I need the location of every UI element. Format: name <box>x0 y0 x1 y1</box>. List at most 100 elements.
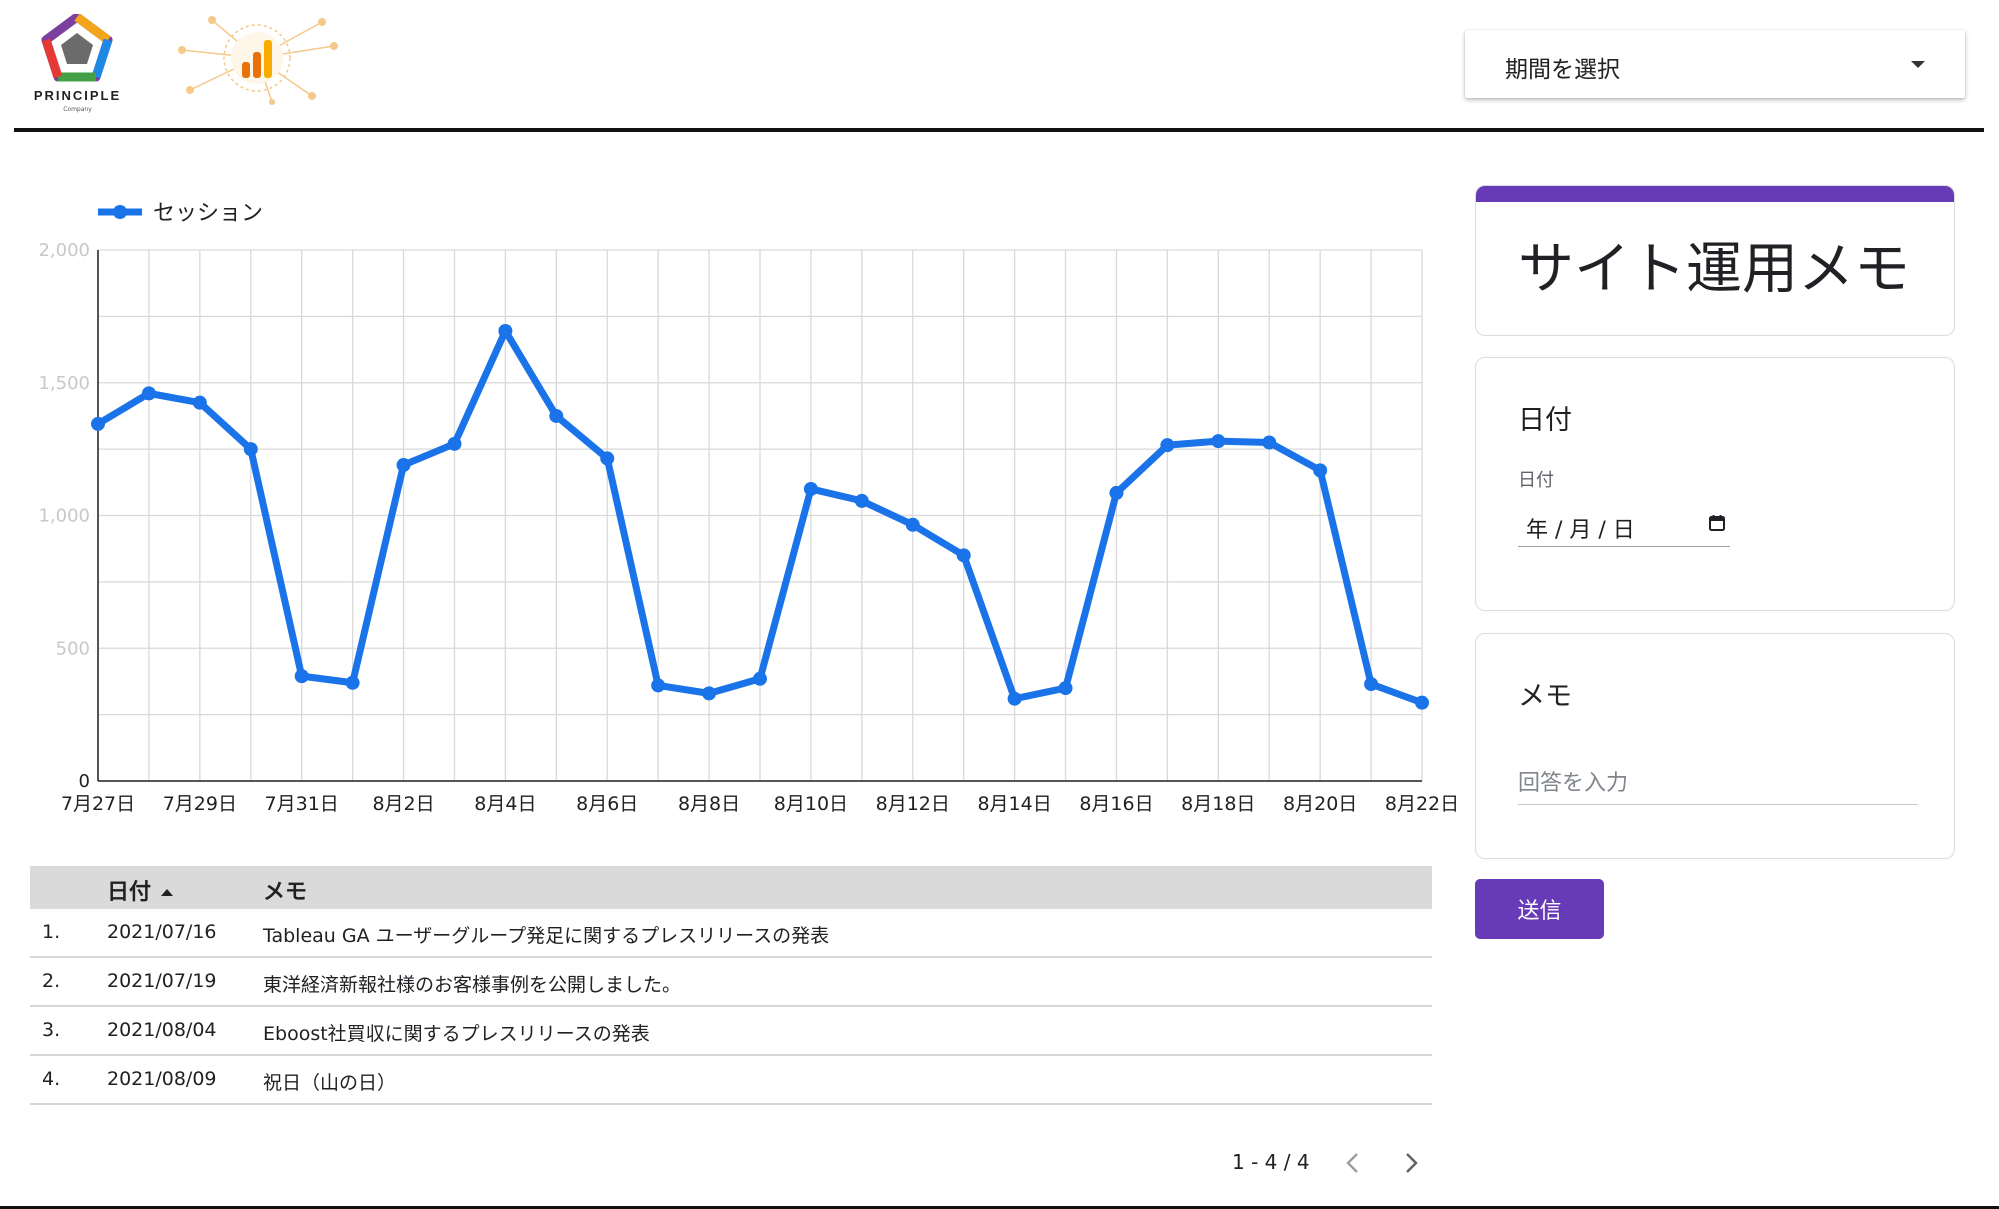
date-question-title: 日付 <box>1518 405 1572 436</box>
data-point <box>1007 691 1022 706</box>
x-tick-label: 8月6日 <box>576 793 638 815</box>
form-accent-bar <box>1476 186 1954 202</box>
form-title: サイト運用メモ <box>1518 237 1910 302</box>
date-input-placeholder: 年 / 月 / 日 <box>1526 518 1635 543</box>
sort-ascending-icon <box>161 889 174 896</box>
chevron-down-icon <box>1911 61 1925 68</box>
table-row: 1. 2021/07/16 Tableau GA ユーザーグループ発足に関するプ… <box>30 909 1432 958</box>
chevron-right-icon <box>1406 1153 1418 1173</box>
data-point <box>192 395 207 410</box>
y-tick-label: 0 <box>79 771 90 792</box>
data-point <box>600 451 615 466</box>
data-point <box>345 675 360 690</box>
x-tick-label: 8月22日 <box>1385 793 1459 815</box>
x-tick-label: 8月20日 <box>1283 793 1357 815</box>
legend-marker <box>113 205 127 219</box>
data-point <box>1364 677 1379 692</box>
period-select-label: 期間を選択 <box>1505 57 1620 83</box>
principle-logo: PRINCIPLE Company <box>20 12 135 114</box>
next-page-button[interactable] <box>1396 1146 1426 1180</box>
analytics-logo-icon <box>172 10 342 106</box>
x-tick-label: 8月12日 <box>876 793 950 815</box>
data-point <box>1058 681 1073 696</box>
row-date: 2021/08/09 <box>107 1068 217 1090</box>
data-point <box>294 669 309 684</box>
bottom-divider <box>0 1206 1999 1209</box>
data-point <box>243 442 258 457</box>
x-tick-label: 8月8日 <box>678 793 740 815</box>
sessions-chart-svg: 0 500 1,000 1,500 2,000 7月27日 7月29日 7月31日 8月2日 8月… <box>38 201 1459 815</box>
table-row: 2. 2021/07/19 東洋経済新報社様のお客様事例を公開しました。 <box>30 958 1432 1007</box>
row-index: 1. <box>42 921 61 943</box>
period-select[interactable]: 期間を選択 <box>1465 30 1965 98</box>
sessions-chart: 0 500 1,000 1,500 2,000 7月27日 7月29日 7月31日 8月2日 8月… <box>20 190 1460 830</box>
data-point <box>549 408 564 423</box>
y-tick-label: 1,000 <box>38 506 90 527</box>
previous-page-button[interactable] <box>1338 1146 1368 1180</box>
data-point <box>396 458 411 473</box>
date-field-label: 日付 <box>1518 470 1554 491</box>
row-memo: 東洋経済新報社様のお客様事例を公開しました。 <box>263 974 682 996</box>
y-tick-label: 2,000 <box>38 240 90 261</box>
memo-table: 日付 メモ 1. 2021/07/16 Tableau GA ユーザーグループ発… <box>30 866 1432 1105</box>
row-date: 2021/08/04 <box>107 1019 217 1041</box>
data-point <box>702 686 717 701</box>
data-point <box>1211 434 1226 449</box>
logo-wordmark: PRINCIPLE <box>33 88 122 103</box>
row-date: 2021/07/16 <box>107 921 217 943</box>
table-row: 4. 2021/08/09 祝日（山の日） <box>30 1056 1432 1105</box>
pagination-range: 1 - 4 / 4 <box>1232 1150 1310 1174</box>
row-date: 2021/07/19 <box>107 970 217 992</box>
x-tick-label: 8月10日 <box>774 793 848 815</box>
data-point <box>1262 435 1277 450</box>
row-index: 3. <box>42 1019 61 1041</box>
column-header-date[interactable]: 日付 <box>107 874 174 906</box>
x-tick-label: 7月29日 <box>163 793 237 815</box>
x-tick-label: 7月31日 <box>265 793 339 815</box>
data-point <box>854 493 869 508</box>
row-memo: Eboost社買収に関するプレスリリースの発表 <box>263 1023 650 1045</box>
data-point <box>1415 695 1429 710</box>
row-memo: Tableau GA ユーザーグループ発足に関するプレスリリースの発表 <box>263 925 830 947</box>
header-divider <box>14 128 1984 132</box>
data-point <box>91 416 105 431</box>
table-header: 日付 メモ <box>30 866 1432 909</box>
date-question-card: 日付 日付 年 / 月 / 日 <box>1475 357 1955 611</box>
x-tick-label: 8月14日 <box>977 793 1051 815</box>
data-point <box>498 323 513 338</box>
date-input[interactable]: 年 / 月 / 日 <box>1518 506 1730 547</box>
table-row: 3. 2021/08/04 Eboost社買収に関するプレスリリースの発表 <box>30 1007 1432 1056</box>
data-point <box>1109 485 1124 500</box>
chevron-left-icon <box>1346 1153 1358 1173</box>
principle-pentagon-icon <box>41 12 113 82</box>
submit-button[interactable]: 送信 <box>1475 879 1604 939</box>
data-point <box>956 548 971 563</box>
calendar-icon[interactable] <box>1708 514 1726 532</box>
x-tick-label: 8月18日 <box>1181 793 1255 815</box>
data-point <box>1313 463 1328 478</box>
x-tick-label: 7月27日 <box>61 793 135 815</box>
data-point <box>1160 438 1175 453</box>
form-title-card: サイト運用メモ <box>1475 185 1955 336</box>
memo-question-title: メモ <box>1518 681 1572 712</box>
x-tick-label: 8月2日 <box>372 793 434 815</box>
y-tick-label: 500 <box>56 638 90 659</box>
data-point <box>651 678 666 693</box>
column-header-memo[interactable]: メモ <box>263 880 308 905</box>
y-tick-label: 1,500 <box>38 373 90 394</box>
data-point <box>803 481 818 496</box>
row-index: 4. <box>42 1068 61 1090</box>
row-memo: 祝日（山の日） <box>263 1072 397 1094</box>
x-tick-label: 8月16日 <box>1079 793 1153 815</box>
data-point <box>447 436 462 451</box>
data-point <box>753 671 767 686</box>
row-index: 2. <box>42 970 61 992</box>
logo-subtext: Company <box>63 106 92 113</box>
data-point <box>141 386 156 401</box>
legend-label: セッション <box>153 201 263 226</box>
memo-input[interactable] <box>1518 762 1918 805</box>
memo-question-card: メモ <box>1475 633 1955 859</box>
data-point <box>905 517 920 532</box>
pagination: 1 - 4 / 4 <box>1232 1144 1432 1184</box>
x-tick-label: 8月4日 <box>474 793 536 815</box>
